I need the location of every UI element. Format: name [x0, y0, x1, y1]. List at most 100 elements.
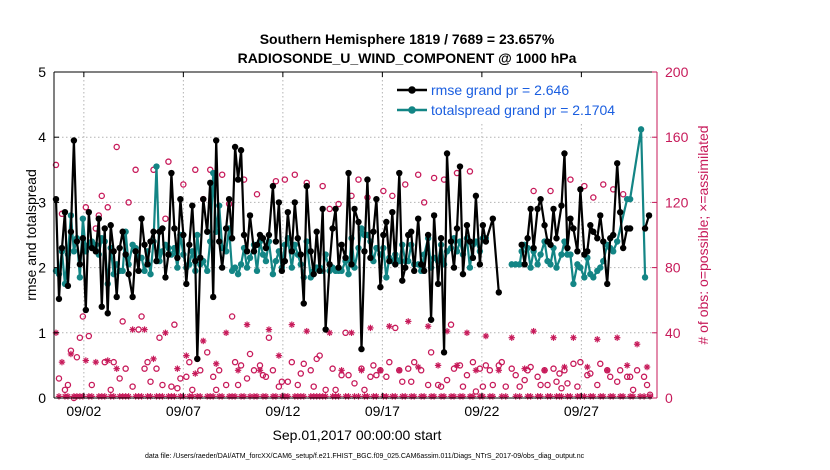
- obs-assimilated-marker: [183, 352, 190, 359]
- series-rmse-point: [207, 179, 214, 187]
- series-rmse-point: [389, 208, 396, 216]
- obs-possible-marker: [361, 386, 368, 394]
- series-spread: [52, 126, 649, 288]
- obs-possible-marker: [447, 321, 455, 328]
- obs-possible-marker: [162, 215, 169, 222]
- obs-possible-marker: [600, 181, 607, 188]
- x-tick-label: 09/27: [564, 403, 599, 419]
- obs-assimilated-marker: [373, 393, 380, 400]
- obs-possible-marker: [414, 171, 422, 178]
- series-rmse-point: [194, 355, 201, 363]
- series-rmse-point: [73, 238, 81, 245]
- series-rmse-point: [234, 176, 242, 183]
- series-rmse-point: [272, 238, 280, 245]
- asterisk-stroke: [257, 367, 263, 373]
- obs-assimilated-marker: [386, 323, 393, 330]
- obs-possible-marker: [459, 383, 467, 390]
- series-rmse-point: [427, 316, 435, 323]
- obs-possible-marker: [574, 383, 581, 390]
- y-right-tick-label: 120: [665, 194, 689, 210]
- obs-possible-marker: [61, 386, 69, 394]
- series-rmse-point: [521, 261, 528, 268]
- obs-assimilated-marker: [243, 321, 251, 328]
- series-rmse-point: [165, 251, 172, 258]
- obs-possible-marker: [512, 371, 519, 379]
- series-rmse-point: [253, 241, 261, 248]
- obs-possible-marker: [570, 360, 577, 368]
- series-rmse-point: [417, 261, 425, 268]
- asterisk-stroke: [561, 364, 568, 370]
- obs-assimilated-marker: [550, 334, 557, 341]
- obs-possible-marker: [212, 386, 220, 394]
- obs-possible-marker: [606, 373, 614, 381]
- obs-possible-marker: [262, 373, 270, 381]
- obs-possible-marker: [64, 381, 72, 389]
- y-tick-label: 5: [38, 64, 46, 80]
- obs-assimilated-marker: [440, 393, 448, 400]
- asterisk-stroke: [550, 335, 557, 341]
- series-rmse-point: [613, 160, 621, 167]
- asterisk-stroke: [634, 341, 640, 347]
- obs-possible-marker: [265, 334, 273, 341]
- series-rmse-point: [204, 228, 211, 235]
- asterisk-stroke: [644, 364, 650, 370]
- obs-possible-marker: [534, 373, 541, 381]
- obs-assimilated-marker: [110, 393, 117, 400]
- obs-assimilated-marker: [138, 393, 145, 400]
- legend-box: [390, 80, 652, 124]
- obs-assimilated-marker: [129, 326, 136, 333]
- obs-possible-marker: [104, 204, 111, 211]
- series-rmse-point: [495, 289, 502, 296]
- obs-possible-marker: [119, 318, 126, 325]
- obs-assimilated-marker: [547, 393, 554, 400]
- asterisk-stroke: [496, 367, 502, 373]
- asterisk-stroke: [444, 328, 450, 334]
- series-rmse-point: [294, 235, 301, 242]
- series-rmse-point: [590, 228, 597, 235]
- x-tick-label: 09/12: [265, 403, 300, 419]
- asterisk-stroke: [326, 330, 333, 336]
- series-rmse-point: [411, 267, 418, 275]
- asterisk-stroke: [289, 321, 295, 328]
- series-rmse-point: [476, 261, 484, 268]
- series-rmse-point: [144, 261, 151, 268]
- obs-possible-marker: [556, 370, 563, 377]
- series-rmse-point: [171, 225, 178, 232]
- obs-possible-marker: [300, 360, 308, 368]
- series-rmse-point: [420, 267, 428, 275]
- series-rmse-point: [85, 208, 93, 216]
- obs-assimilated-marker: [561, 363, 568, 371]
- obs-assimilated-marker: [159, 393, 166, 400]
- obs-possible-marker: [275, 383, 283, 390]
- series-rmse-point: [141, 241, 148, 248]
- series-rmse-point: [259, 235, 267, 242]
- obs-possible-marker: [486, 367, 494, 374]
- x-axis-label: Sep.01,2017 00:00:00 start: [273, 427, 442, 443]
- obs-assimilated-marker: [453, 362, 461, 369]
- series-rmse-point: [307, 248, 314, 255]
- asterisk-stroke: [386, 323, 392, 329]
- series-rmse-point: [619, 244, 627, 252]
- obs-assimilated-marker: [570, 334, 577, 341]
- obs-assimilated-marker: [541, 367, 548, 374]
- series-spread-point: [237, 261, 245, 268]
- series-rmse-point: [524, 235, 531, 242]
- series-spread-point: [259, 251, 267, 258]
- obs-possible-marker: [291, 171, 299, 178]
- series-rmse-point: [402, 264, 409, 271]
- obs-possible-marker: [281, 176, 289, 183]
- obs-assimilated-marker: [82, 357, 90, 364]
- obs-assimilated-marker: [414, 363, 422, 371]
- series-rmse-point: [61, 208, 69, 216]
- series-rmse-point: [610, 231, 617, 239]
- series-rmse-point: [82, 306, 90, 314]
- series-rmse-point: [469, 254, 477, 262]
- obs-possible-marker: [269, 367, 277, 374]
- obs-assimilated-marker: [469, 393, 477, 400]
- series-rmse-point: [383, 218, 390, 226]
- series-rmse-point: [183, 280, 190, 288]
- asterisk-stroke: [129, 326, 136, 333]
- series-rmse-point: [222, 225, 230, 232]
- obs-assimilated-marker: [262, 393, 270, 400]
